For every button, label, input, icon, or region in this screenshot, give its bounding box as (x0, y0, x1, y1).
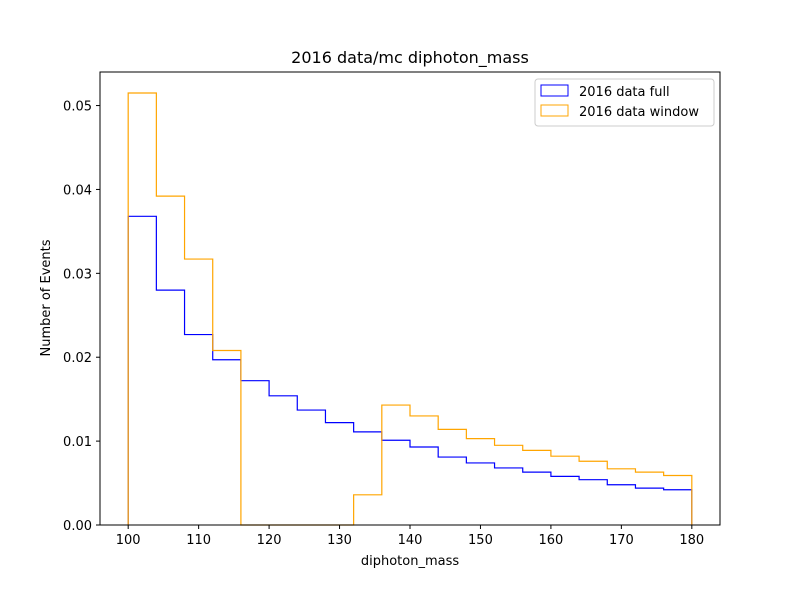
y-axis-ticks: 0.00 0.01 0.02 0.03 0.04 0.05 (63, 100, 100, 534)
legend: 2016 data full 2016 data window (534, 78, 715, 127)
legend-label-full: 2016 data full (579, 85, 670, 100)
x-axis-label: diphoton_mass (361, 554, 460, 569)
y-axis-label: Number of Events (39, 239, 54, 356)
chart-title: 2016 data/mc diphoton_mass (291, 48, 529, 68)
y-tick-label: 0.05 (63, 100, 92, 115)
y-tick-label: 0.02 (63, 351, 92, 366)
legend-swatch-full (540, 84, 569, 97)
x-tick-label: 150 (468, 533, 493, 548)
series-layer (127, 92, 693, 526)
y-tick-label: 0.03 (63, 267, 92, 282)
legend-swatch-window (540, 104, 569, 117)
x-tick-label: 140 (398, 533, 423, 548)
legend-box (534, 78, 715, 127)
x-tick-label: 120 (257, 533, 282, 548)
x-axis-ticks: 100 110 120 130 140 150 160 170 180 (116, 525, 704, 548)
x-tick-label: 180 (679, 533, 704, 548)
y-tick-label: 0.04 (63, 183, 92, 198)
histogram-series-window (127, 92, 693, 526)
plot-frame (99, 71, 721, 526)
x-tick-label: 110 (186, 533, 211, 548)
y-tick-label: 0.00 (63, 519, 92, 534)
x-tick-label: 160 (538, 533, 563, 548)
histogram-series-full (127, 215, 693, 525)
x-tick-label: 170 (609, 533, 634, 548)
y-tick-label: 0.01 (63, 435, 92, 450)
legend-label-window: 2016 data window (579, 105, 699, 120)
x-tick-label: 130 (327, 533, 352, 548)
x-tick-label: 100 (116, 533, 141, 548)
